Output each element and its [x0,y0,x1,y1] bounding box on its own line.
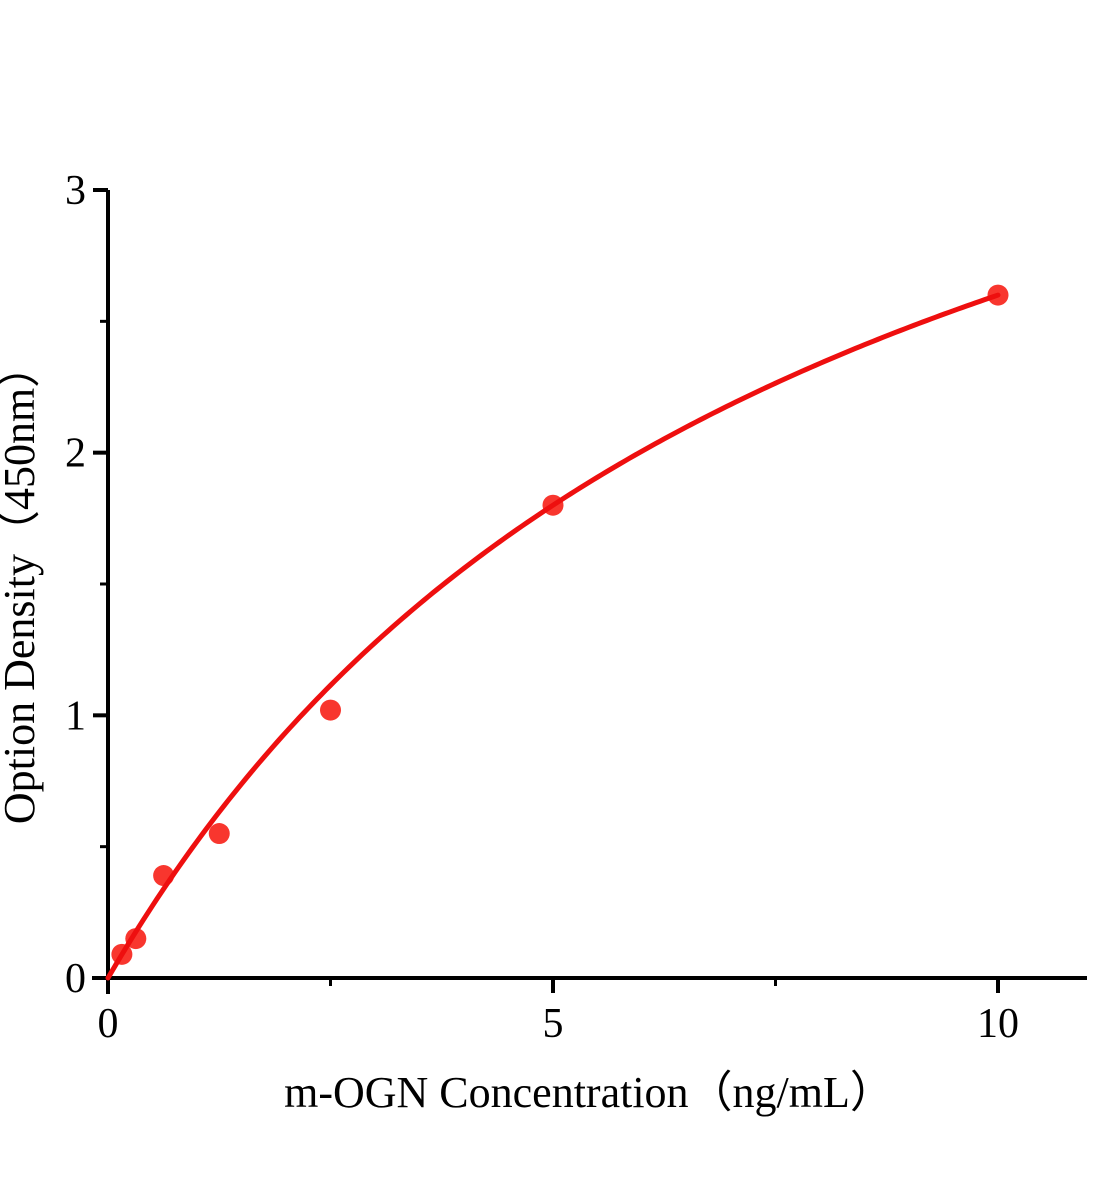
fit-curve [105,292,1001,981]
data-point [320,699,341,721]
y-tick-label: 3 [65,168,86,214]
y-tick-label: 1 [65,693,86,739]
tick-labels: 0 5 10 0 1 2 3 [65,168,1019,1047]
data-points [111,284,1009,965]
y-axis-title: Option Density（450nm） [0,344,44,824]
y-tick-label: 0 [65,956,86,1002]
axes [92,188,1087,994]
x-axis-title: m-OGN Concentration（ng/mL） [284,1068,894,1117]
x-tick-label: 0 [98,1001,119,1047]
data-point [208,823,230,845]
x-tick-label: 10 [977,1001,1019,1047]
fit-curve-line [105,292,1001,981]
x-tick-label: 5 [543,1001,564,1047]
y-tick-label: 2 [65,431,86,477]
